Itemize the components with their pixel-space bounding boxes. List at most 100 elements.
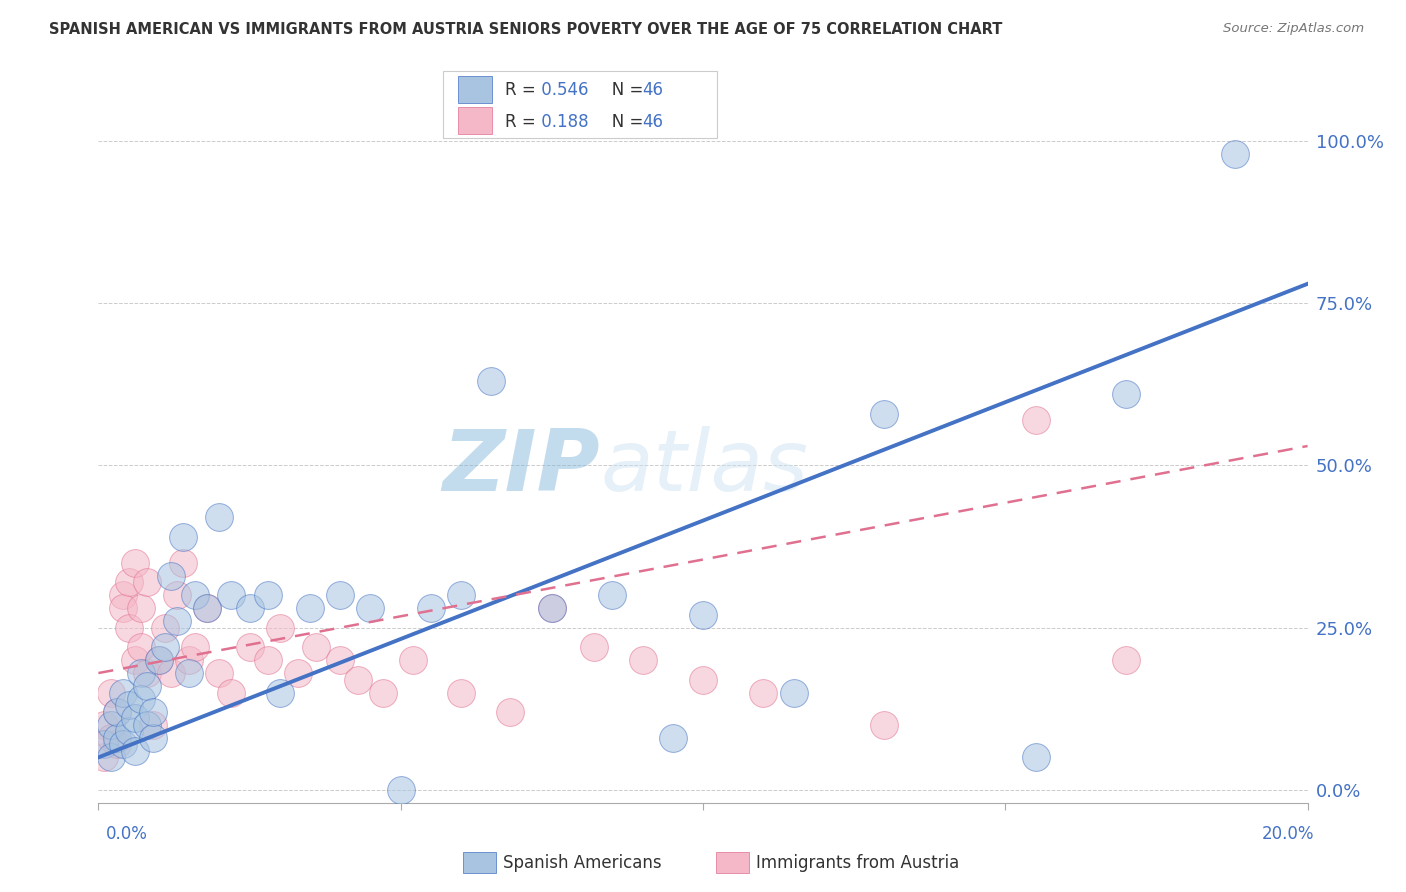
Point — [129, 666, 152, 681]
Point — [371, 685, 394, 699]
Point — [402, 653, 425, 667]
Text: 20.0%: 20.0% — [1263, 825, 1315, 843]
Point — [420, 601, 443, 615]
Point — [124, 556, 146, 570]
Point — [1024, 413, 1046, 427]
Point — [221, 588, 243, 602]
Point — [111, 588, 134, 602]
Point — [111, 738, 134, 752]
Point — [118, 575, 141, 590]
Point — [166, 588, 188, 602]
Point — [873, 718, 896, 732]
Point — [239, 640, 262, 654]
Point — [148, 653, 170, 667]
Point — [129, 692, 152, 706]
Point — [172, 556, 194, 570]
Text: 46: 46 — [643, 112, 664, 130]
Point — [450, 685, 472, 699]
Point — [329, 588, 352, 602]
Point — [153, 640, 176, 654]
Point — [105, 705, 128, 719]
Point — [129, 601, 152, 615]
Point — [873, 407, 896, 421]
Point — [118, 698, 141, 713]
Point — [389, 782, 412, 797]
Point — [100, 750, 122, 764]
Point — [93, 738, 115, 752]
Point — [118, 621, 141, 635]
Point — [105, 705, 128, 719]
Text: R =: R = — [505, 81, 541, 99]
Point — [1024, 750, 1046, 764]
Point — [498, 705, 520, 719]
Point — [221, 685, 243, 699]
Text: R =: R = — [505, 112, 541, 130]
Point — [111, 601, 134, 615]
Point — [142, 705, 165, 719]
Text: 46: 46 — [643, 81, 664, 99]
Point — [360, 601, 382, 615]
Point — [269, 685, 291, 699]
Point — [124, 711, 146, 725]
Point — [160, 568, 183, 582]
Point — [153, 621, 176, 635]
Point — [179, 666, 201, 681]
Point — [135, 666, 157, 681]
Point — [105, 738, 128, 752]
Point — [1223, 147, 1246, 161]
Point — [105, 731, 128, 745]
Point — [195, 601, 218, 615]
Point — [93, 750, 115, 764]
Point — [1115, 653, 1137, 667]
Point — [160, 666, 183, 681]
Point — [692, 673, 714, 687]
Text: SPANISH AMERICAN VS IMMIGRANTS FROM AUSTRIA SENIORS POVERTY OVER THE AGE OF 75 C: SPANISH AMERICAN VS IMMIGRANTS FROM AUST… — [49, 22, 1002, 37]
Point — [142, 731, 165, 745]
Text: Immigrants from Austria: Immigrants from Austria — [756, 855, 960, 872]
Point — [166, 614, 188, 628]
Point — [184, 640, 207, 654]
Point — [329, 653, 352, 667]
Point — [783, 685, 806, 699]
Text: Source: ZipAtlas.com: Source: ZipAtlas.com — [1223, 22, 1364, 36]
Point — [269, 621, 291, 635]
Point — [172, 530, 194, 544]
Point — [305, 640, 328, 654]
Point — [100, 685, 122, 699]
Point — [299, 601, 322, 615]
Point — [692, 607, 714, 622]
Point — [347, 673, 370, 687]
Point — [124, 653, 146, 667]
Point — [239, 601, 262, 615]
Point — [481, 374, 503, 388]
Point — [100, 731, 122, 745]
Text: Spanish Americans: Spanish Americans — [503, 855, 662, 872]
Point — [256, 653, 278, 667]
Point — [93, 718, 115, 732]
Point — [208, 666, 231, 681]
Point — [179, 653, 201, 667]
Text: N =: N = — [596, 112, 648, 130]
Point — [100, 718, 122, 732]
Text: N =: N = — [596, 81, 648, 99]
Text: atlas: atlas — [600, 425, 808, 509]
Point — [111, 685, 134, 699]
Text: 0.546: 0.546 — [536, 81, 588, 99]
Point — [752, 685, 775, 699]
Point — [195, 601, 218, 615]
Point — [540, 601, 562, 615]
Point — [256, 588, 278, 602]
Point — [631, 653, 654, 667]
Point — [135, 718, 157, 732]
Point — [602, 588, 624, 602]
Text: ZIP: ZIP — [443, 425, 600, 509]
Point — [208, 510, 231, 524]
Point — [184, 588, 207, 602]
Point — [129, 640, 152, 654]
Point — [661, 731, 683, 745]
Text: 0.188: 0.188 — [536, 112, 588, 130]
Point — [540, 601, 562, 615]
Point — [135, 575, 157, 590]
Point — [287, 666, 309, 681]
Point — [124, 744, 146, 758]
